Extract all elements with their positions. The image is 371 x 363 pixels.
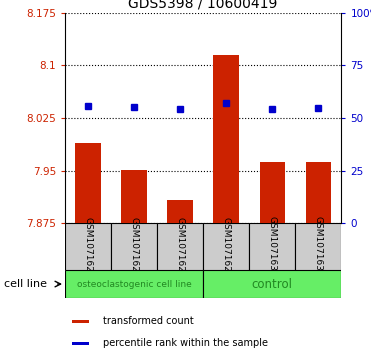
- Bar: [65, 270, 203, 298]
- Text: GSM1071628: GSM1071628: [175, 216, 185, 277]
- Text: GSM1071626: GSM1071626: [83, 216, 92, 277]
- Bar: [295, 223, 341, 270]
- Bar: [249, 223, 295, 270]
- Bar: [72, 342, 89, 344]
- Bar: [203, 270, 341, 298]
- Bar: [306, 162, 331, 223]
- Text: GSM1071631: GSM1071631: [314, 216, 323, 277]
- Bar: [213, 55, 239, 223]
- Bar: [111, 223, 157, 270]
- Bar: [121, 170, 147, 223]
- Bar: [75, 143, 101, 223]
- Bar: [157, 223, 203, 270]
- Text: percentile rank within the sample: percentile rank within the sample: [103, 338, 268, 348]
- Bar: [167, 200, 193, 223]
- Bar: [260, 162, 285, 223]
- Bar: [65, 223, 111, 270]
- Text: GSM1071630: GSM1071630: [268, 216, 277, 277]
- Bar: [203, 223, 249, 270]
- Bar: [72, 320, 89, 323]
- Text: control: control: [252, 278, 293, 290]
- Title: GDS5398 / 10600419: GDS5398 / 10600419: [128, 0, 278, 10]
- Text: GSM1071627: GSM1071627: [129, 216, 138, 277]
- Text: GSM1071629: GSM1071629: [221, 216, 231, 277]
- Text: transformed count: transformed count: [103, 316, 194, 326]
- Text: cell line: cell line: [4, 279, 47, 289]
- Text: osteoclastogenic cell line: osteoclastogenic cell line: [77, 280, 191, 289]
